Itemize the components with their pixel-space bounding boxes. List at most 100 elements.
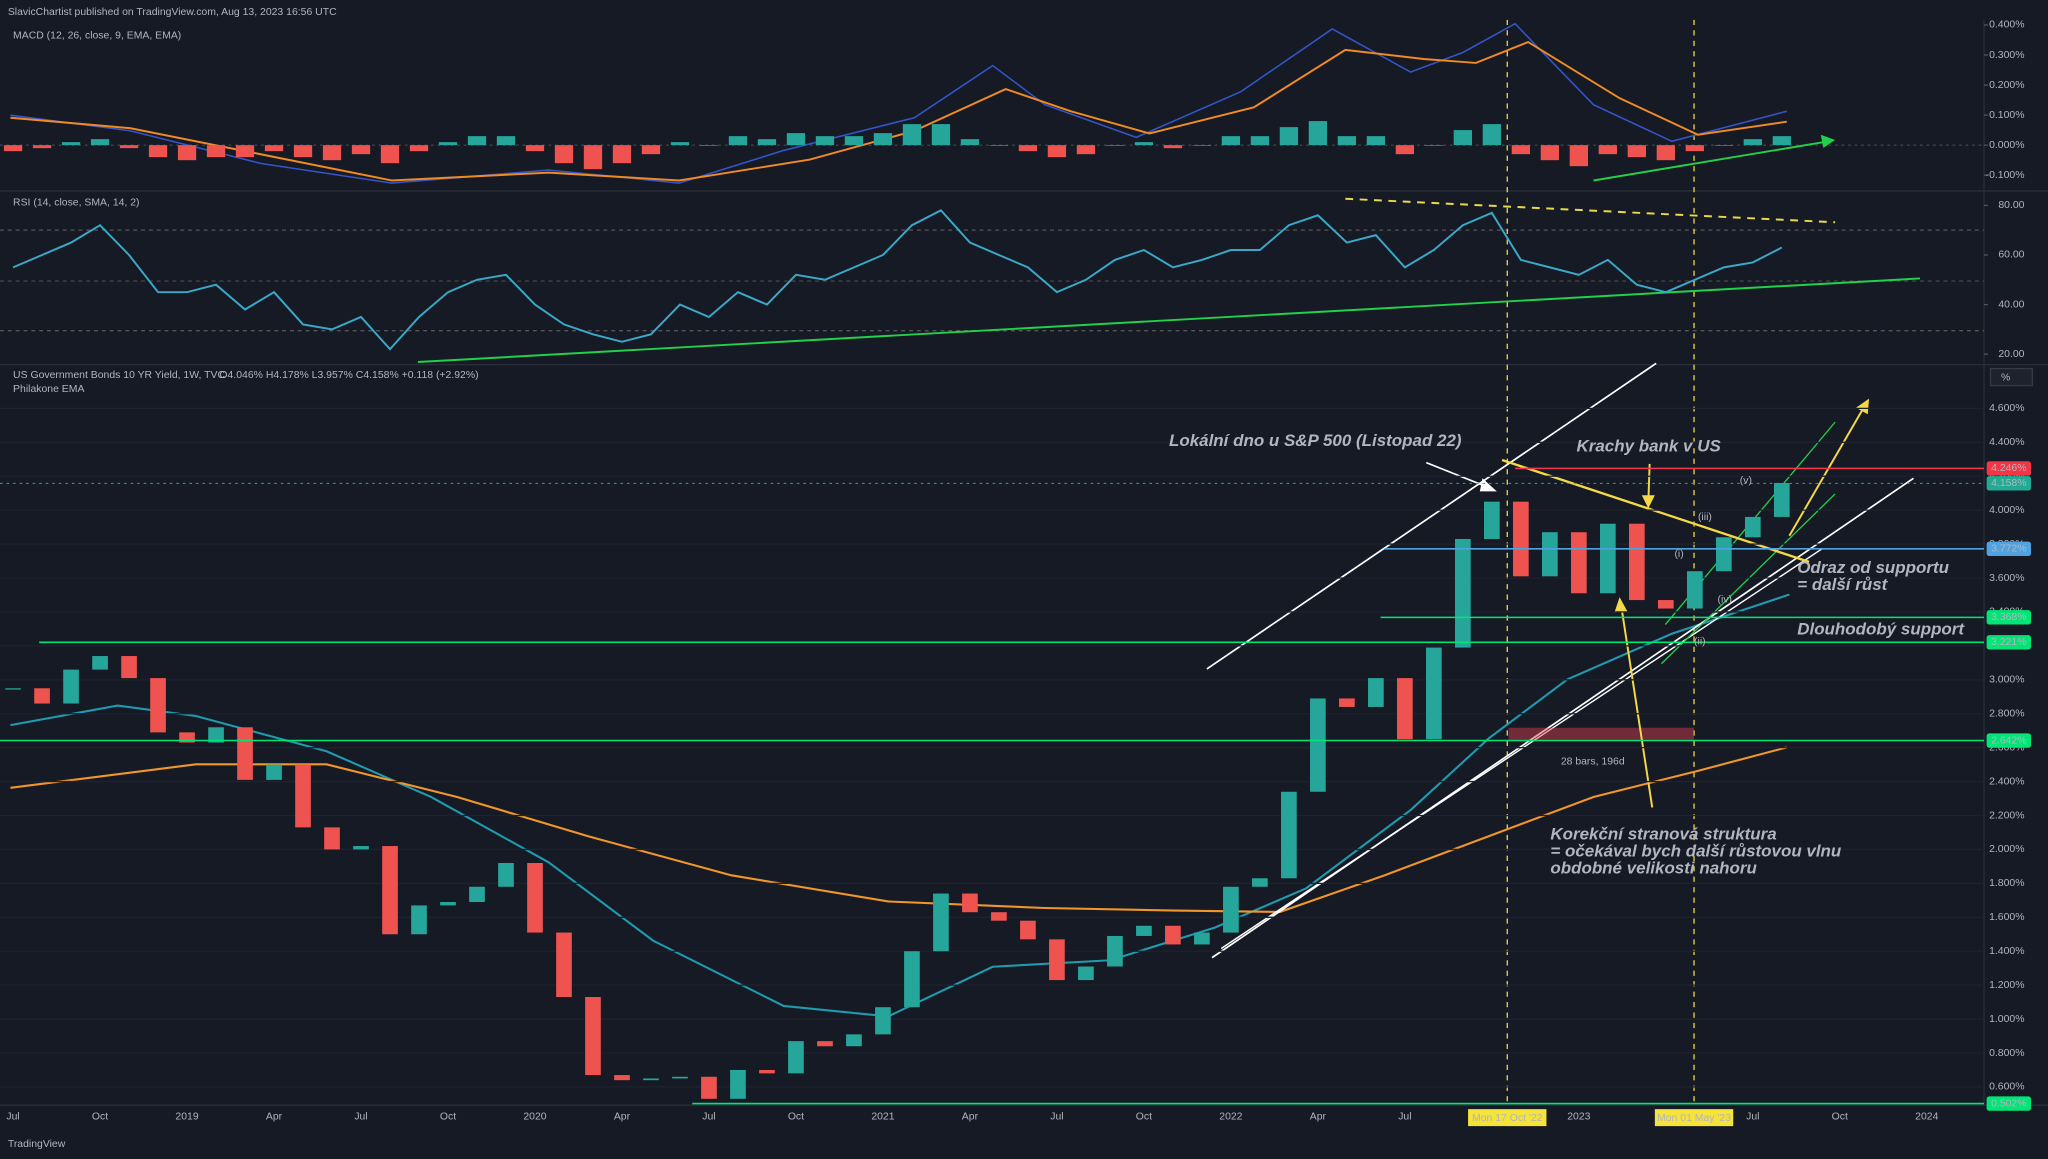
candle [1686, 571, 1703, 609]
candle [411, 905, 427, 935]
candle [1426, 647, 1442, 740]
header: SlavicChartist published on TradingView.… [8, 7, 337, 18]
macd-bar [1453, 130, 1472, 146]
macd-bar [525, 145, 545, 152]
macd-bar [1627, 145, 1646, 158]
level-tag [1986, 733, 2032, 748]
candle [614, 1075, 630, 1081]
candle [904, 951, 920, 1008]
candle [817, 1041, 833, 1047]
y-tick-label: 1.000% [1989, 1014, 2024, 1025]
macd-bar [148, 145, 168, 158]
candle [150, 678, 166, 733]
ohlc: O4.046% H4.178% L3.957% C4.158% +0.118 (… [219, 370, 478, 381]
candle [1744, 516, 1761, 538]
x-tick-label: Jul [1746, 1112, 1759, 1123]
candle [1223, 886, 1239, 933]
candle [1657, 600, 1674, 609]
annotation: 28 bars, 196d [1561, 756, 1625, 767]
macd-bar [1250, 136, 1270, 146]
arrowhead [1820, 134, 1836, 148]
y-tick-label: 1.400% [1989, 946, 2024, 957]
annotation: (ii) [1694, 636, 1706, 647]
ema-fast [10, 593, 1790, 1018]
macd-bar [1656, 145, 1675, 161]
candle [1339, 698, 1355, 707]
macd-bar [264, 145, 284, 152]
macd-bar [1395, 145, 1415, 155]
macd-bar [438, 142, 458, 146]
y-tick-label: 0.300% [1989, 50, 2024, 61]
x-tick-label: 2019 [175, 1112, 198, 1123]
candle [556, 932, 572, 998]
candle [1194, 932, 1210, 945]
candle [1310, 698, 1326, 792]
candle [353, 846, 369, 850]
y-tick-label: 20.00 [1998, 349, 2024, 360]
ema-slow [10, 746, 1788, 913]
macd-bar [1221, 136, 1241, 146]
y-tick-label: 0.200% [1989, 80, 2024, 91]
macd-bar [612, 145, 632, 164]
x-tick-label: Jul [354, 1112, 367, 1123]
x-tick-label: 2022 [1219, 1112, 1242, 1123]
annotation: Odraz od supportu [1797, 558, 1949, 577]
macd-bar [3, 145, 23, 152]
candle [1571, 532, 1587, 594]
macd-bar [699, 145, 719, 146]
candle [730, 1069, 746, 1099]
candle [34, 688, 50, 704]
candle [324, 827, 340, 850]
candle [759, 1069, 775, 1074]
macd-bar [1163, 145, 1183, 149]
candle [1368, 678, 1384, 707]
y-tick-label: 0.800% [1989, 1048, 2024, 1059]
level-tag [1986, 610, 2032, 625]
trendline [1345, 197, 1836, 224]
candle [1165, 925, 1181, 945]
x-tick-label: 2023 [1567, 1112, 1590, 1123]
macd-bar [177, 145, 197, 161]
y-tick-label: 0.600% [1989, 1082, 2024, 1093]
x-tick-label: Jul [6, 1112, 19, 1123]
macd-bar [844, 136, 864, 146]
macd-bar [1569, 145, 1588, 167]
x-tick-label: 2020 [523, 1112, 546, 1123]
level-label: 2.642% [1991, 735, 2026, 746]
candle [1715, 537, 1732, 572]
macd-bar [1424, 145, 1444, 146]
y-tick-label: 2.600% [1989, 742, 2024, 753]
macd-bar [670, 142, 690, 146]
cursor-tag [1468, 1109, 1547, 1127]
level-tag [1986, 541, 2032, 557]
candle [643, 1078, 659, 1081]
x-tick-label: 2021 [871, 1112, 894, 1123]
candle [672, 1076, 688, 1079]
arrowhead [1856, 398, 1870, 415]
x-tick-label: Oct [440, 1112, 456, 1123]
macd-bar [1018, 145, 1038, 152]
x-tick-label: Oct [1136, 1112, 1152, 1123]
candle [1136, 925, 1152, 936]
arrowhead [1614, 597, 1628, 613]
candle [121, 656, 137, 679]
y-tick-label: -0.100% [1986, 170, 2025, 181]
y-tick-label: 40.00 [1998, 299, 2024, 310]
macd-bar [380, 145, 400, 164]
annotation: Dlouhodobý support [1797, 619, 1965, 638]
macd-bar [206, 145, 226, 158]
macd-bar [61, 142, 81, 146]
macd-bar [1743, 139, 1762, 146]
candle [295, 764, 311, 828]
macd-bar [786, 133, 806, 146]
level-tag [1986, 476, 2032, 491]
level-tag [1986, 461, 2032, 476]
candle [382, 846, 398, 935]
y-tick-label: 0.100% [1989, 110, 2024, 121]
x-tick-label: Oct [92, 1112, 108, 1123]
macd-bar [1366, 136, 1386, 146]
macd-bar [32, 145, 52, 149]
candle [1281, 791, 1297, 879]
macd-bar [90, 139, 110, 146]
candle [1049, 939, 1065, 981]
